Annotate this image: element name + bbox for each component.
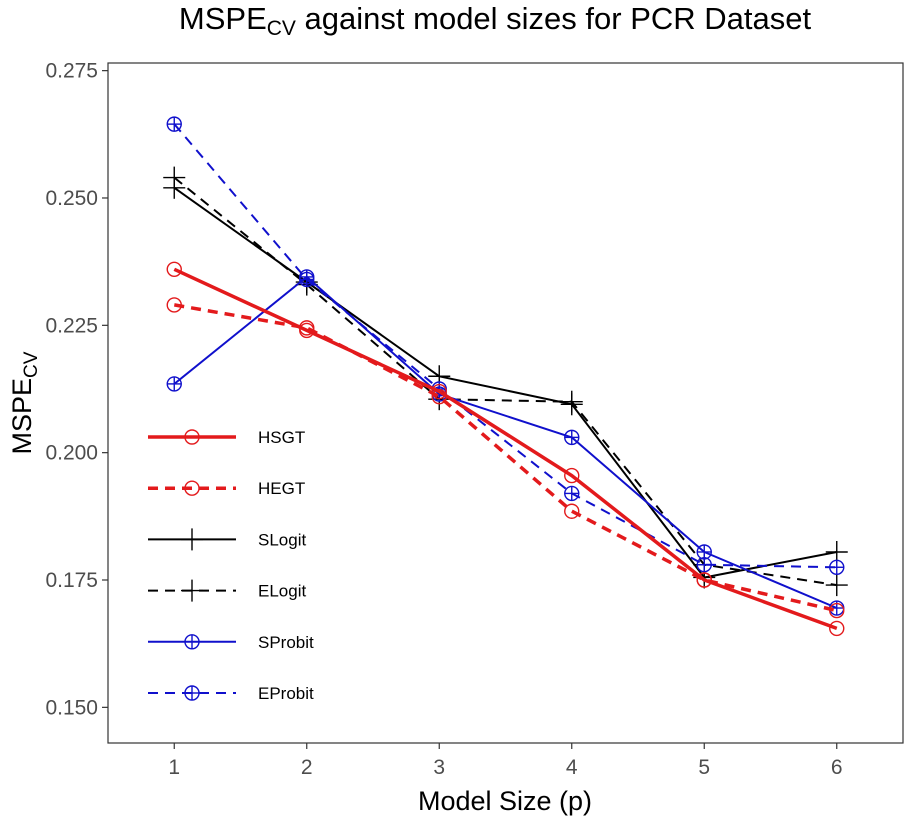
series-slogit (163, 176, 848, 589)
y-tick-label: 0.225 (45, 314, 98, 337)
y-axis-title-subscript: CV (21, 351, 42, 378)
legend-item-elogit: ELogit (148, 579, 306, 602)
legend-label-elogit: ELogit (258, 582, 306, 601)
data-point-sprobit (696, 544, 712, 560)
data-point-hsgt (564, 467, 580, 484)
data-point-slogit (825, 540, 848, 563)
legend-hsgt-marker-circle (184, 429, 200, 445)
data-point-eprobit (829, 559, 845, 575)
y-tick-label: 0.150 (45, 696, 98, 719)
x-axis-title: Model Size (p) (418, 786, 592, 816)
legend-label-hegt: HEGT (258, 479, 305, 498)
hsgt-marker-circle (564, 467, 580, 484)
hsgt-marker-circle (166, 261, 182, 277)
y-tick-label: 0.175 (45, 569, 98, 592)
data-point-hsgt (431, 383, 447, 400)
x-tick-label: 6 (831, 756, 843, 779)
series-line-eprobit (173, 123, 837, 569)
y-tick-label: 0.250 (45, 187, 98, 210)
legend-item-hsgt: HSGT (148, 428, 305, 447)
plot-panel-border (107, 62, 904, 744)
chart-title-main: MSPE (179, 1, 267, 36)
legend-label-slogit: SLogit (258, 530, 306, 549)
y-axis: 0.150 0.175 0.200 0.225 0.250 0.275 (45, 60, 108, 719)
data-point-eprobit (299, 271, 315, 288)
x-axis: 1 2 3 4 5 6 (168, 743, 843, 779)
y-axis-title: MSPECV (7, 351, 42, 454)
series-line-elogit (173, 176, 837, 587)
data-point-hsgt (299, 322, 315, 339)
series-line-slogit (173, 186, 837, 579)
series-line-sprobit (173, 275, 838, 609)
hegt-marker-circle (829, 602, 845, 619)
legend-item-eprobit: EProbit (148, 684, 314, 703)
hsgt-marker-circle (696, 572, 712, 588)
x-tick-label: 2 (301, 756, 313, 779)
x-tick-label: 3 (433, 756, 445, 779)
hegt-marker-circle (564, 503, 580, 519)
data-point-elogit (825, 574, 848, 597)
y-tick-label: 0.275 (45, 60, 98, 83)
data-point-elogit (560, 390, 583, 413)
legend-label-sprobit: SProbit (258, 633, 314, 652)
legend-item-sprobit: SProbit (148, 633, 314, 652)
series-line-hegt (174, 303, 838, 613)
data-point-eprobit (696, 557, 712, 573)
legend-label-eprobit: EProbit (258, 684, 314, 703)
chart-title: MSPECV against model sizes for PCR Datas… (179, 1, 812, 40)
data-point-hsgt (696, 572, 712, 588)
chart-title-rest: against model sizes for PCR Dataset (296, 1, 812, 36)
series-group (163, 116, 848, 637)
data-point-sprobit (564, 429, 580, 446)
data-point-hsgt (166, 261, 182, 277)
x-tick-label: 5 (698, 756, 710, 779)
chart-title-subscript: CV (267, 17, 296, 40)
legend-hegt-marker-circle (184, 480, 200, 496)
data-point-elogit (163, 166, 186, 189)
legend: HSGT HEGT SLogit ELogit SProbit EProbit (148, 428, 314, 703)
hsgt-marker-circle (829, 620, 845, 637)
data-point-eprobit (564, 485, 580, 502)
data-point-hegt (829, 602, 845, 619)
x-tick-label: 1 (168, 756, 180, 779)
data-point-eprobit (166, 116, 182, 132)
series-line-hsgt (173, 267, 838, 631)
data-point-hegt (564, 503, 580, 519)
series-eprobit (166, 116, 845, 575)
legend-item-slogit: SLogit (148, 528, 306, 551)
y-tick-label: 0.200 (45, 442, 98, 465)
data-point-hegt (166, 297, 182, 313)
hsgt-marker-circle (431, 383, 447, 400)
y-axis-title-main: MSPE (7, 378, 37, 455)
series-hsgt (166, 261, 845, 637)
data-point-sprobit (166, 376, 182, 392)
hsgt-marker-circle (299, 322, 315, 339)
hegt-marker-circle (166, 297, 182, 313)
x-tick-label: 4 (566, 756, 578, 779)
data-point-hsgt (829, 620, 845, 637)
legend-item-hegt: HEGT (148, 479, 305, 498)
legend-label-hsgt: HSGT (258, 428, 305, 447)
